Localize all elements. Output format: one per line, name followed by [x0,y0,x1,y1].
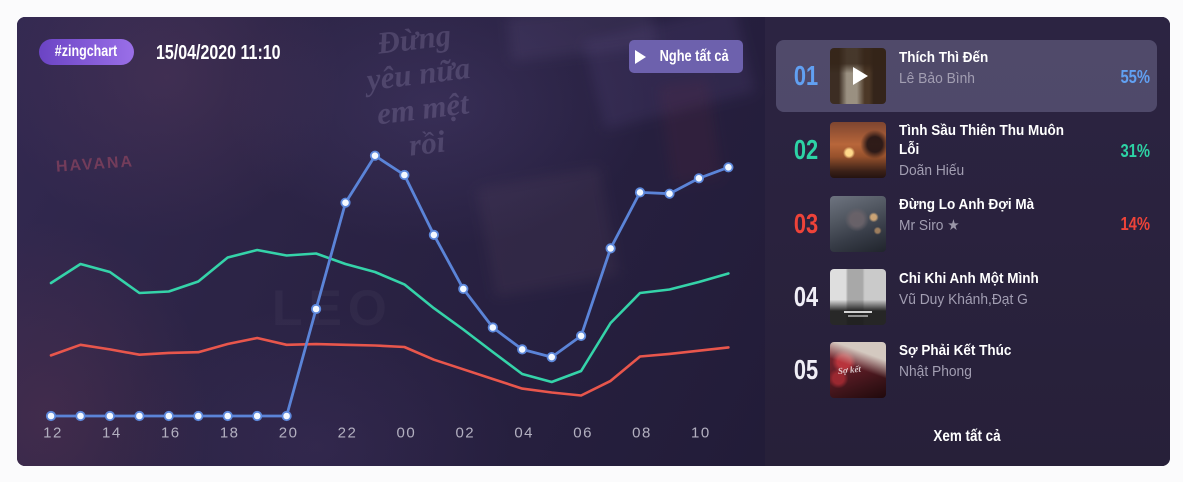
svg-text:06: 06 [573,425,593,442]
svg-text:10: 10 [691,425,711,442]
svg-text:02: 02 [455,425,475,442]
svg-text:04: 04 [514,425,534,442]
svg-text:00: 00 [397,425,417,442]
svg-text:12: 12 [43,425,63,442]
svg-text:20: 20 [279,425,299,442]
svg-text:08: 08 [632,425,652,442]
svg-text:16: 16 [161,425,181,442]
svg-text:22: 22 [338,425,358,442]
svg-text:14: 14 [102,425,122,442]
svg-text:18: 18 [220,425,240,442]
